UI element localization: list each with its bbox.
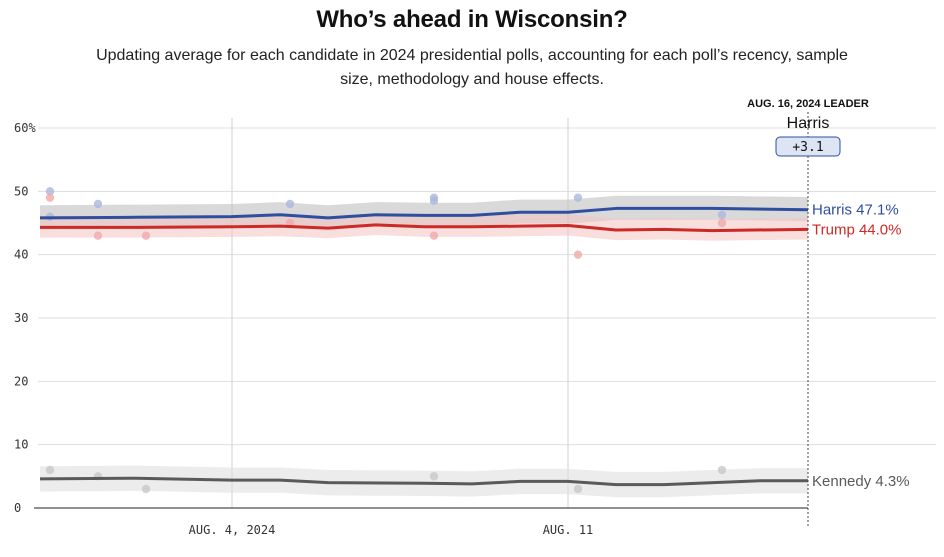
line-kennedy (39, 476, 808, 487)
line-trump (40, 223, 809, 233)
chart-subtitle: Updating average for each candidate in 2… (96, 47, 848, 88)
x-tick-label: AUG. 4, 2024 (189, 523, 276, 537)
end-label-trump: Trump 44.0% (812, 221, 901, 238)
leader-margin-badge (775, 136, 841, 157)
end-labels: Harris 47.1% Trump 44.0% Kennedy 4.3% (812, 202, 910, 490)
chart-title: Who’s ahead in Wisconsin? (316, 6, 628, 33)
axes: 0 10 20 30 40 50 60% AUG. 4, 2024 AUG. 11 (14, 112, 809, 537)
poll-dot-kennedy (429, 472, 439, 481)
y-tick-label: 60% (14, 121, 36, 135)
x-tick-label: AUG. 11 (543, 523, 594, 537)
poll-dot-trump (141, 231, 151, 240)
leader-margin: +3.1 (792, 140, 823, 155)
poll-dot-harris (573, 193, 583, 202)
band-kennedy (40, 465, 808, 498)
leader-annotation: AUG. 16, 2024 LEADER Harris +3.1 (747, 98, 869, 157)
y-tick-label: 0 (14, 501, 21, 515)
average-lines (39, 206, 809, 487)
leader-caption: AUG. 16, 2024 LEADER (747, 98, 869, 110)
poll-dot-harris (45, 187, 55, 196)
poll-dot-harris (429, 196, 439, 206)
poll-dot-kennedy (717, 465, 727, 475)
poll-dot-trump (573, 250, 583, 259)
y-tick-label: 10 (14, 438, 28, 452)
poll-dot-harris (285, 199, 295, 209)
line-harris (39, 206, 809, 220)
poll-dot-harris (717, 210, 727, 219)
poll-dots (45, 187, 727, 494)
y-tick-label: 30 (14, 311, 28, 325)
poll-dot-kennedy (45, 465, 55, 475)
uncertainty-bands (40, 195, 808, 498)
poll-dot-kennedy (573, 484, 583, 494)
y-tick-label: 50 (14, 184, 28, 198)
grid-lines (38, 118, 936, 508)
y-tick-label: 20 (14, 374, 28, 388)
poll-dot-trump (45, 193, 55, 202)
end-label-kennedy: Kennedy 4.3% (812, 473, 910, 490)
poll-dot-trump (93, 231, 103, 240)
poll-dot-harris (93, 199, 103, 209)
poll-dot-trump (429, 231, 439, 240)
poll-dot-kennedy (141, 484, 151, 494)
y-tick-label: 40 (14, 248, 28, 262)
end-label-harris: Harris 47.1% (812, 202, 899, 219)
poll-dot-trump (717, 218, 727, 228)
leader-name: Harris (787, 115, 830, 132)
